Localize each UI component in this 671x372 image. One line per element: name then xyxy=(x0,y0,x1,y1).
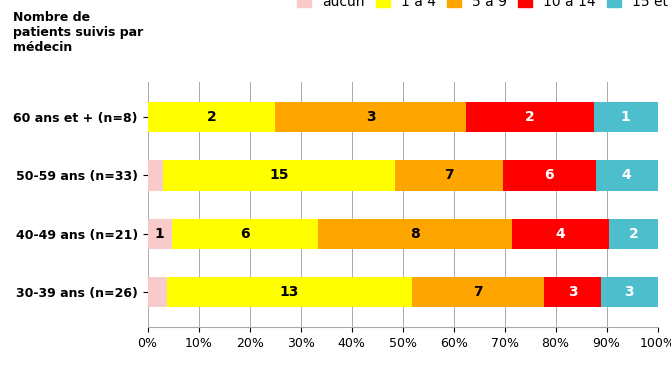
Text: 13: 13 xyxy=(280,285,299,299)
Text: 8: 8 xyxy=(410,227,419,241)
Bar xyxy=(148,277,166,308)
Bar xyxy=(544,277,601,308)
Bar xyxy=(395,160,503,190)
Bar xyxy=(172,219,317,249)
Text: 7: 7 xyxy=(473,285,483,299)
Bar xyxy=(275,102,466,132)
Text: 3: 3 xyxy=(366,110,376,124)
Bar xyxy=(163,160,395,190)
Text: 4: 4 xyxy=(556,227,566,241)
Text: 15: 15 xyxy=(269,169,289,182)
Bar xyxy=(609,219,658,249)
Bar xyxy=(466,102,594,132)
Text: 3: 3 xyxy=(625,285,634,299)
Bar xyxy=(601,277,658,308)
Legend: aucun, 1 à 4, 5 à 9, 10 à 14, 15 et plus: aucun, 1 à 4, 5 à 9, 10 à 14, 15 et plus xyxy=(297,0,671,10)
Bar xyxy=(596,160,658,190)
Bar xyxy=(594,102,658,132)
Text: Nombre de
patients suivis par
médecin: Nombre de patients suivis par médecin xyxy=(13,11,144,54)
Bar xyxy=(317,219,512,249)
Text: 1: 1 xyxy=(155,227,164,241)
Bar xyxy=(512,219,609,249)
Bar xyxy=(166,277,412,308)
Bar xyxy=(148,219,172,249)
Text: 2: 2 xyxy=(629,227,638,241)
Bar xyxy=(148,102,275,132)
Text: 2: 2 xyxy=(207,110,216,124)
Text: 1: 1 xyxy=(621,110,631,124)
Text: 6: 6 xyxy=(545,169,554,182)
Bar xyxy=(148,160,163,190)
Text: 2: 2 xyxy=(525,110,535,124)
Bar xyxy=(503,160,596,190)
Text: 6: 6 xyxy=(240,227,250,241)
Text: 3: 3 xyxy=(568,285,578,299)
Text: 4: 4 xyxy=(622,169,631,182)
Bar xyxy=(412,277,544,308)
Text: 7: 7 xyxy=(444,169,454,182)
